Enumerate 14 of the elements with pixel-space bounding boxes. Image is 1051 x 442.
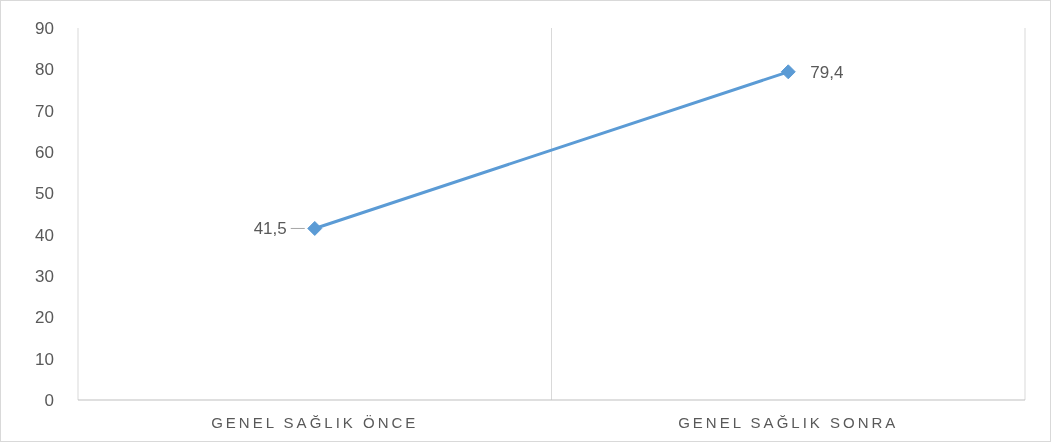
y-tick-label: 0 [44, 390, 54, 410]
y-tick-label: 10 [35, 349, 54, 369]
y-tick-label: 60 [35, 142, 54, 162]
x-tick-label: GENEL SAĞLIK SONRA [678, 414, 899, 431]
data-label: 41,5 [253, 219, 287, 239]
x-tick-label: GENEL SAĞLIK ÖNCE [211, 414, 419, 431]
y-tick-label: 70 [35, 101, 54, 121]
data-label: 79,4 [810, 62, 844, 82]
y-tick-label: 90 [35, 18, 54, 38]
y-tick-label: 20 [35, 308, 54, 328]
y-tick-label: 40 [35, 225, 54, 245]
y-tick-label: 50 [35, 184, 54, 204]
y-tick-label: 30 [35, 266, 54, 286]
y-tick-label: 80 [35, 60, 54, 80]
